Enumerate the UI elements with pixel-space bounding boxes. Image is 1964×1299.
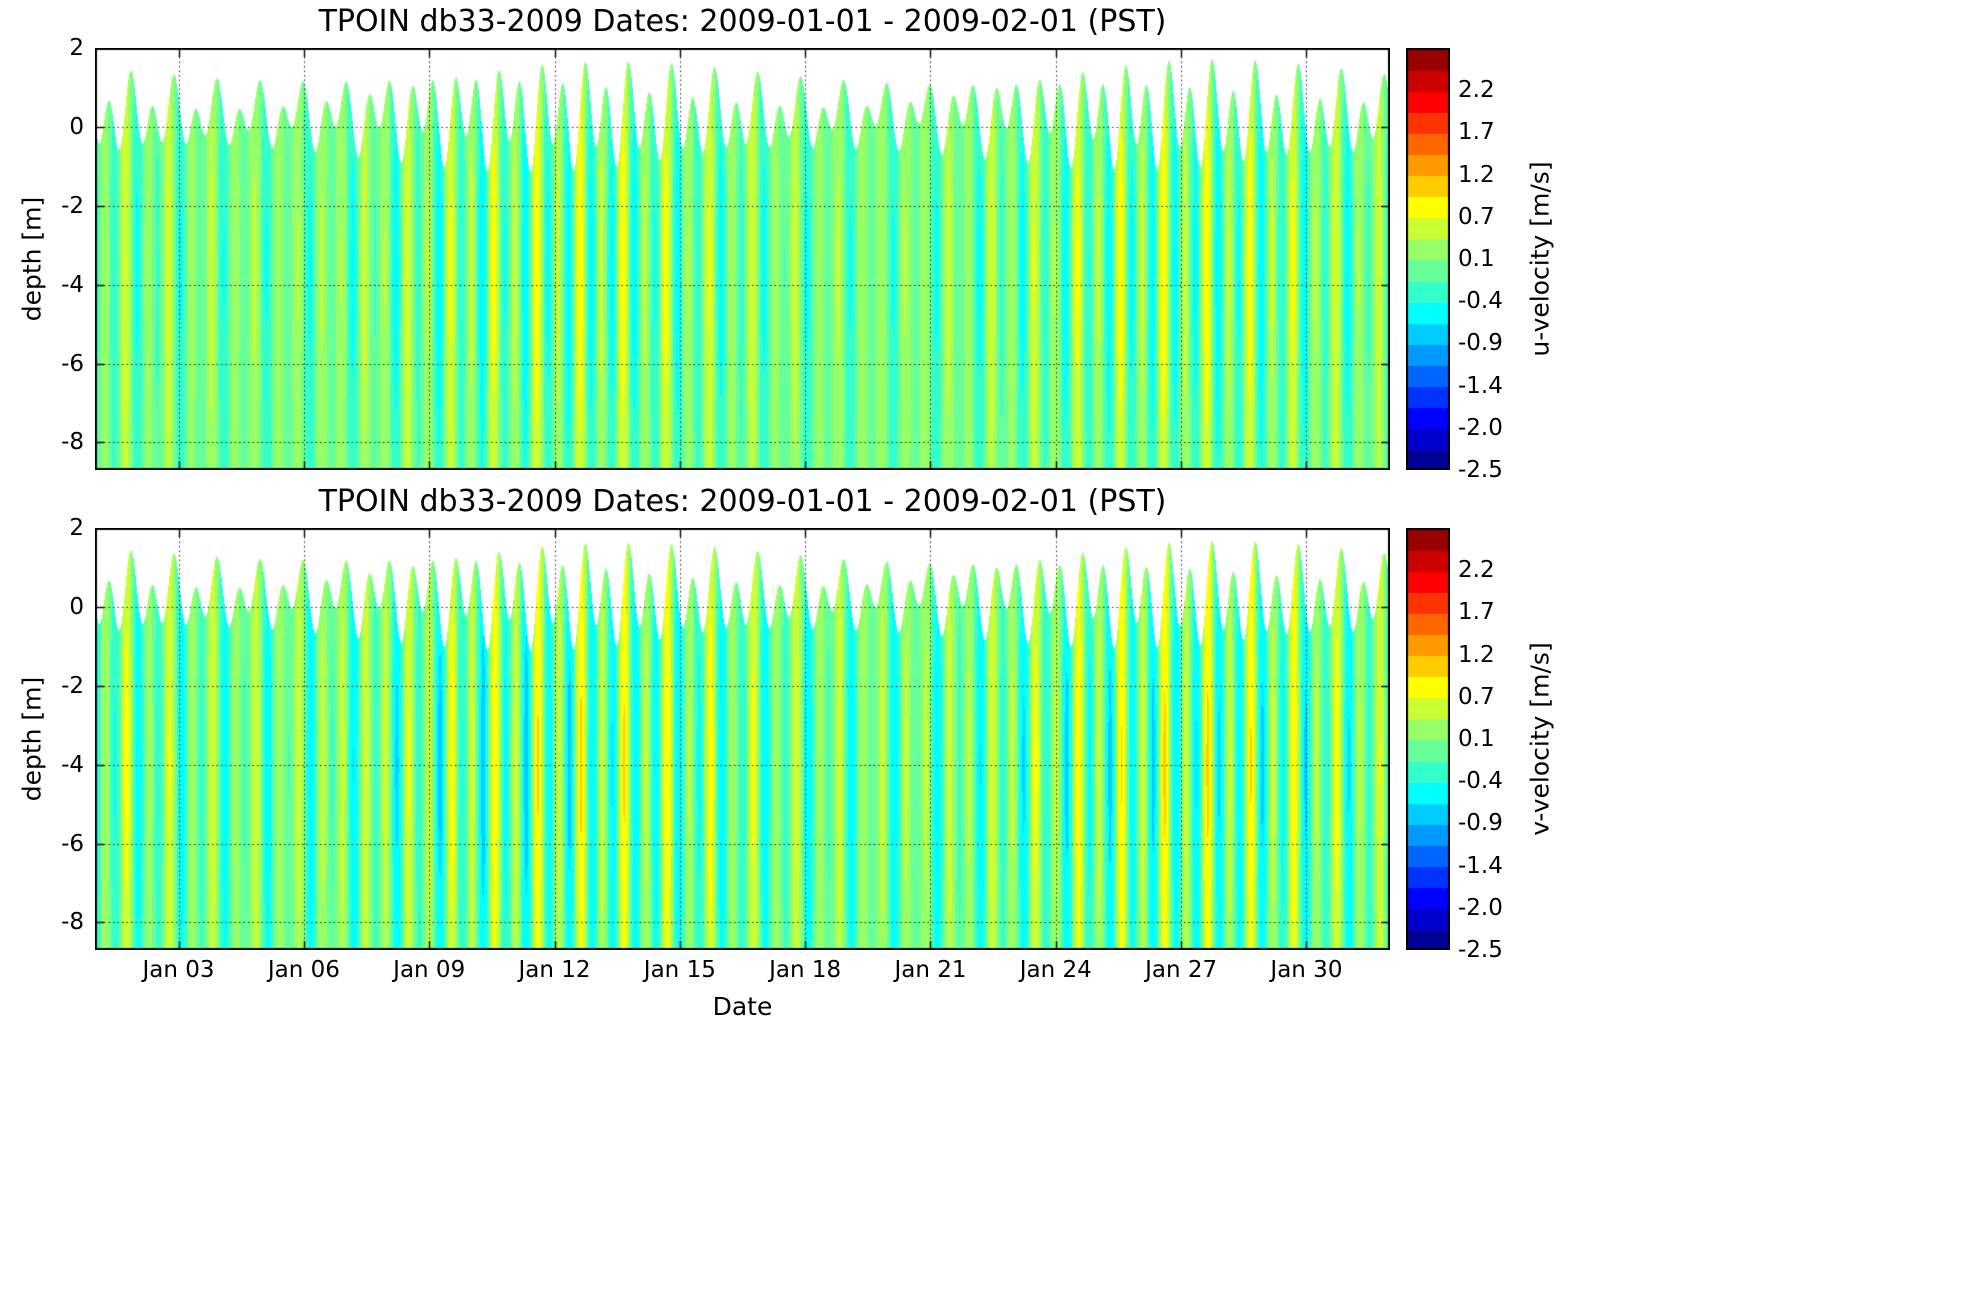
colorbar-tick-label: 0.1 (1458, 246, 1495, 272)
colorbar-tick-label: -2.5 (1458, 937, 1503, 963)
colorbar-u (1406, 48, 1450, 470)
colorbar-tick-label: -0.4 (1458, 768, 1503, 795)
y-tick-label: -8 (61, 909, 84, 936)
y-axis-label-u: depth [m] (17, 196, 47, 322)
colorbar-tick-label: 0.7 (1458, 683, 1495, 710)
colorbar-tick-label: -2.5 (1458, 457, 1503, 483)
colorbar-tick-label: 1.2 (1458, 641, 1495, 668)
y-tick-label: -8 (61, 429, 84, 456)
contour-field-v (95, 528, 1390, 950)
plot-title-v: TPOIN db33-2009 Dates: 2009-01-01 - 2009… (318, 484, 1167, 519)
colorbar-v (1406, 528, 1450, 950)
y-tick-label: -4 (61, 751, 84, 778)
y-tick-label: 0 (69, 593, 84, 620)
y-tick-label: 0 (69, 113, 84, 140)
colorbar-tick-label: -0.9 (1458, 330, 1503, 357)
colorbar-tick-label: 2.2 (1458, 557, 1495, 584)
colorbar-tick-label: 2.2 (1458, 77, 1495, 104)
colorbar-tick-label: 0.1 (1458, 726, 1495, 752)
y-tick-label: -4 (61, 271, 84, 298)
y-tick-label: -2 (61, 192, 84, 219)
y-tick-label: -6 (61, 830, 84, 857)
x-tick-label: Jan 27 (1145, 957, 1218, 983)
colorbar-tick-label: -2.0 (1458, 894, 1503, 921)
x-tick-label: Jan 15 (643, 957, 716, 983)
y-tick-label: -6 (61, 350, 84, 377)
colorbar-tick-label: 1.7 (1458, 599, 1495, 626)
colorbar-tick-label: -0.4 (1458, 288, 1503, 315)
plot-title-u: TPOIN db33-2009 Dates: 2009-01-01 - 2009… (318, 4, 1167, 39)
x-tick-label: Jan 06 (267, 957, 340, 983)
y-axis-label-v: depth [m] (17, 676, 47, 802)
x-tick-label: Jan 30 (1270, 957, 1343, 983)
y-tick-label: -2 (61, 672, 84, 699)
colorbar-tick-label: -2.0 (1458, 414, 1503, 441)
y-tick-label: 2 (69, 515, 84, 541)
colorbar-tick-label: 1.7 (1458, 119, 1495, 146)
colorbar-tick-label: -1.4 (1458, 372, 1503, 399)
colorbar-tick-label: 0.7 (1458, 203, 1495, 230)
x-tick-label: Jan 21 (894, 957, 967, 983)
contour-field-u (95, 48, 1390, 470)
colorbar-label-u: u-velocity [m/s] (1525, 161, 1555, 357)
x-tick-label: Jan 03 (142, 957, 215, 983)
y-tick-label: 2 (69, 35, 84, 61)
x-tick-label: Jan 12 (518, 957, 591, 983)
x-tick-label: Jan 24 (1019, 957, 1092, 983)
colorbar-label-v: v-velocity [m/s] (1525, 642, 1555, 836)
x-tick-label: Jan 09 (393, 957, 466, 983)
x-axis-label: Date (712, 992, 773, 1021)
x-tick-label: Jan 18 (769, 957, 842, 983)
colorbar-tick-label: -0.9 (1458, 810, 1503, 837)
colorbar-tick-label: -1.4 (1458, 852, 1503, 879)
colorbar-tick-label: 1.2 (1458, 161, 1495, 188)
